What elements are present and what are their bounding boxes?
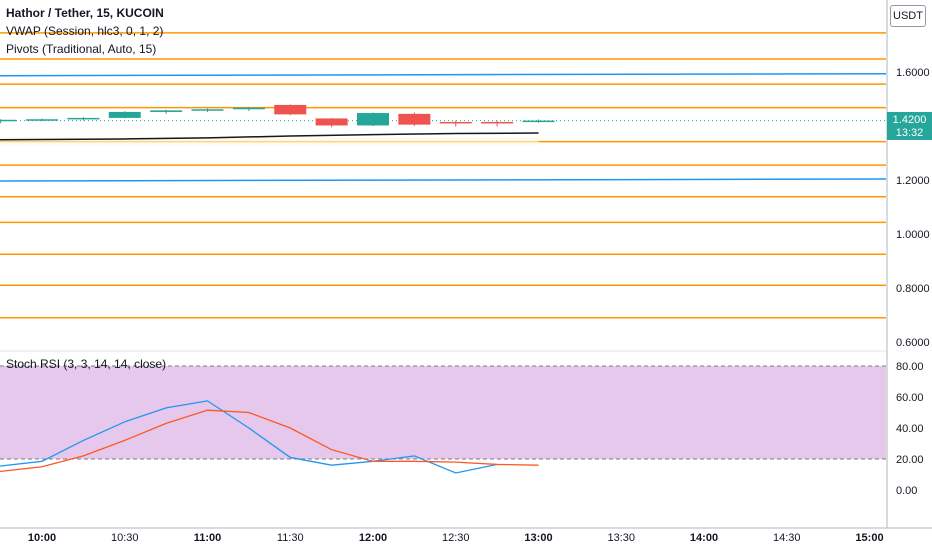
candle-body [439, 121, 472, 124]
vwap-band-fill [0, 136, 539, 145]
candle-body [108, 111, 141, 118]
bar-countdown: 13:32 [895, 127, 924, 139]
time-axis-tick: 14:30 [773, 532, 801, 544]
candle-body [398, 113, 431, 125]
candle-body [274, 104, 307, 115]
price-axis-tick: 1.2000 [896, 175, 930, 187]
price-axis-tick: 0.6000 [896, 337, 930, 349]
candle-body [67, 117, 100, 120]
candle-body [26, 119, 58, 121]
vwap-band-line [0, 72, 887, 77]
stoch-d-line [0, 409, 539, 473]
time-axis-tick: 12:00 [359, 532, 387, 544]
vwap-band-line [0, 178, 887, 182]
time-axis-tick: 10:30 [111, 532, 139, 544]
time-axis-tick: 14:00 [690, 532, 718, 544]
time-axis-tick: 15:00 [855, 532, 883, 544]
pivots-legend[interactable]: Pivots (Traditional, Auto, 15) [6, 42, 157, 56]
price-axis-tick: 0.8000 [896, 283, 930, 295]
candle-body [481, 121, 514, 124]
stoch-rsi-legend[interactable]: Stoch RSI (3, 3, 14, 14, close) [6, 357, 167, 371]
candle-body [357, 113, 389, 126]
time-axis-tick: 12:30 [442, 532, 470, 544]
candle-body [315, 118, 348, 126]
vwap-line [0, 132, 539, 141]
candle-body [191, 109, 224, 111]
candle-body [522, 120, 555, 123]
rsi-axis-tick: 40.00 [896, 423, 924, 435]
rsi-axis-tick: 20.00 [896, 454, 924, 466]
last-price-tag: 1.4200 13:32 [887, 112, 932, 140]
price-axis-tick: 1.0000 [896, 229, 930, 241]
time-axis-tick: 13:00 [524, 532, 552, 544]
vwap-legend[interactable]: VWAP (Session, hlc3, 0, 1, 2) [6, 24, 164, 38]
candle-body [0, 119, 17, 122]
time-axis-tick: 11:30 [277, 532, 304, 544]
rsi-axis-tick: 0.00 [896, 485, 917, 497]
currency-button[interactable]: USDT [890, 5, 926, 27]
candle-body [232, 107, 265, 110]
last-price-value: 1.4200 [892, 114, 927, 126]
stoch-k-line [0, 400, 498, 474]
price-axis-tick: 1.6000 [896, 67, 930, 79]
rsi-axis-tick: 60.00 [896, 392, 924, 404]
rsi-band-fill [0, 366, 886, 459]
symbol-title: Hathor / Tether, 15, KUCOIN [6, 6, 164, 20]
candle-body [150, 110, 183, 112]
time-axis-tick: 11:00 [194, 532, 222, 544]
time-axis-tick: 13:30 [607, 532, 635, 544]
rsi-axis-tick: 80.00 [896, 361, 924, 373]
time-axis-tick: 10:00 [28, 532, 56, 544]
